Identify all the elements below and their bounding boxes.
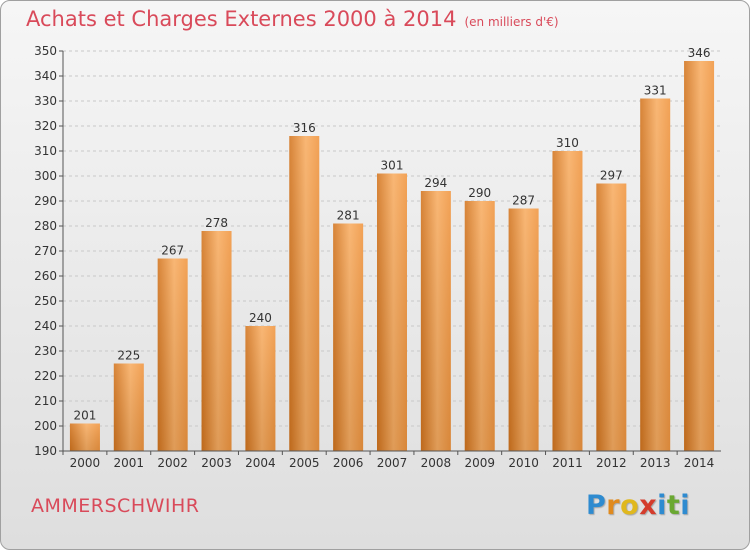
y-tick-label: 230 [34, 344, 57, 358]
x-tick-label: 2011 [552, 456, 583, 470]
x-tick-label: 2006 [333, 456, 364, 470]
x-tick-label: 2007 [377, 456, 408, 470]
bar-shade [157, 258, 188, 451]
chart-title-text: Achats et Charges Externes 2000 à 2014 [26, 7, 457, 31]
y-tick-label: 340 [34, 69, 57, 83]
x-tick-label: 2000 [70, 456, 101, 470]
y-tick-label: 330 [34, 94, 57, 108]
data-label: 281 [337, 209, 360, 223]
data-label: 294 [424, 176, 447, 190]
bar-shade [201, 231, 232, 451]
y-tick-label: 350 [34, 44, 57, 58]
y-tick-label: 190 [34, 444, 57, 458]
bar-chart: 190 200 210 220 230 240 250 260 270 280 290 300 310 3… [34, 44, 721, 470]
x-tick-label: 2003 [201, 456, 232, 470]
bar-shade [333, 223, 364, 451]
y-tick-label: 280 [34, 219, 57, 233]
x-tick-label: 2014 [684, 456, 715, 470]
bar-shade [640, 98, 671, 451]
data-label: 267 [161, 244, 184, 258]
y-tick-label: 240 [34, 319, 57, 333]
bar-shade [464, 201, 495, 451]
x-tick-label: 2008 [421, 456, 452, 470]
x-tick-label: 2004 [245, 456, 276, 470]
x-tick-label: 2001 [114, 456, 145, 470]
data-labels: 201 225 267 278 240 316 281 301 294 290 287 310 297 3… [73, 46, 710, 423]
x-tick-label: 2013 [640, 456, 671, 470]
x-tick-label: 2010 [508, 456, 539, 470]
logo-letter: i [657, 490, 667, 521]
chart-subtitle: (en milliers d'€) [464, 15, 559, 29]
bar-shade [289, 136, 320, 451]
logo-letter: x [639, 490, 658, 521]
data-label: 301 [381, 159, 404, 173]
data-label: 297 [600, 169, 623, 183]
y-tick-label: 290 [34, 194, 57, 208]
bar-shade [420, 191, 451, 451]
bar-shade [596, 183, 627, 451]
data-label: 346 [688, 46, 711, 60]
data-label: 201 [73, 409, 96, 423]
x-tick-label: 2009 [464, 456, 495, 470]
bar-shade [552, 151, 583, 451]
axes: 190 200 210 220 230 240 250 260 270 280 290 300 310 3… [34, 44, 721, 470]
y-tick-label: 210 [34, 394, 57, 408]
data-label: 287 [512, 194, 535, 208]
logo-letter: o [620, 490, 640, 521]
data-label: 310 [556, 136, 579, 150]
y-tick-label: 310 [34, 144, 57, 158]
x-tick-label: 2005 [289, 456, 320, 470]
y-tick-label: 300 [34, 169, 57, 183]
bar-shade [684, 61, 715, 451]
y-tick-label: 220 [34, 369, 57, 383]
logo-letter: t [666, 490, 681, 521]
data-label: 331 [644, 84, 667, 98]
city-name: AMMERSCHWIHR [31, 495, 200, 517]
bar-shade [245, 326, 276, 451]
chart-title: Achats et Charges Externes 2000 à 2014 (e… [26, 7, 559, 31]
bars [69, 61, 715, 451]
y-tick-label: 250 [34, 294, 57, 308]
y-tick-label: 320 [34, 119, 57, 133]
bar-shade [377, 173, 407, 451]
data-label: 316 [293, 121, 316, 135]
logo-letter: r [606, 490, 621, 521]
data-label: 290 [468, 186, 491, 200]
y-tick-label: 270 [34, 244, 57, 258]
bar-shade [69, 423, 100, 451]
proxiti-logo: Proxiti [586, 490, 690, 521]
data-label: 278 [205, 216, 228, 230]
x-tick-label: 2002 [157, 456, 188, 470]
logo-letter: P [586, 490, 607, 521]
y-tick-label: 260 [34, 269, 57, 283]
logo-letter: i [680, 490, 691, 521]
y-tick-label: 200 [34, 419, 57, 433]
bar-shade [113, 363, 144, 451]
data-label: 240 [249, 311, 272, 325]
bar-shade [508, 208, 539, 451]
x-tick-label: 2012 [596, 456, 627, 470]
data-label: 225 [117, 349, 140, 363]
